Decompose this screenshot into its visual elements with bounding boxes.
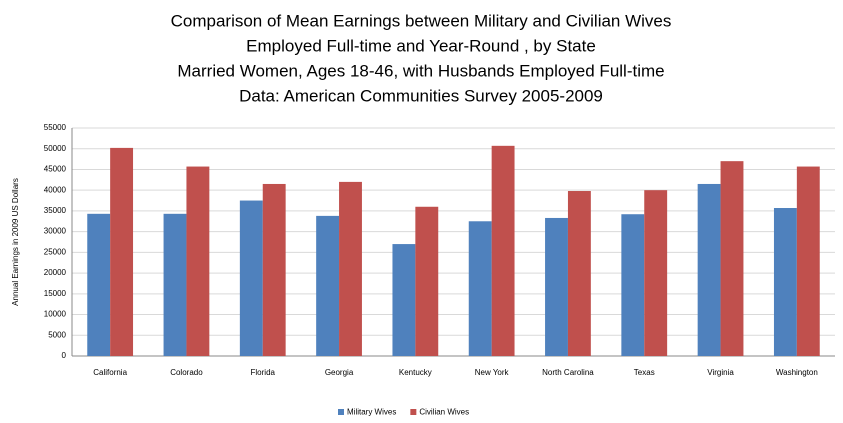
bar (720, 161, 744, 356)
bar (545, 217, 568, 356)
y-tick-label: 20000 (44, 268, 67, 277)
y-tick-label: 45000 (44, 165, 67, 174)
y-tick-label: 35000 (44, 206, 67, 215)
chart-title: Comparison of Mean Earnings between Mili… (171, 11, 672, 30)
bar (87, 213, 111, 356)
x-tick-label: Georgia (324, 368, 354, 377)
bar (697, 183, 721, 356)
y-tick-label: 25000 (44, 247, 67, 256)
legend-swatch (410, 409, 417, 415)
x-tick-label: Virginia (707, 368, 734, 377)
x-tick-label: Colorado (170, 368, 203, 377)
bar (491, 145, 515, 356)
bar (163, 213, 187, 356)
y-tick-label: 0 (62, 351, 67, 360)
x-tick-label: Texas (633, 368, 655, 377)
y-tick-label: 55000 (44, 123, 67, 132)
bar (773, 208, 797, 356)
legend-label: Civilian Wives (419, 408, 469, 417)
x-tick-label: North Carolina (542, 368, 594, 377)
x-tick-label: Washington (775, 368, 818, 377)
bar (262, 183, 286, 356)
legend-label: Military Wives (347, 408, 396, 417)
chart-title: Data: American Communities Survey 2005-2… (239, 86, 603, 105)
bar (621, 214, 645, 356)
y-tick-label: 5000 (48, 330, 66, 339)
y-tick-label: 40000 (44, 185, 67, 194)
bar (239, 200, 263, 356)
y-axis-label: Annual Earnings in 2009 US Dollars (11, 178, 20, 306)
bar (796, 166, 820, 356)
bar (339, 181, 362, 356)
bar (110, 147, 134, 356)
x-tick-label: Florida (250, 368, 275, 377)
bar (392, 244, 416, 356)
bar (316, 215, 340, 356)
y-tick-label: 30000 (44, 227, 67, 236)
y-tick-label: 50000 (44, 144, 67, 153)
x-tick-label: Kentucky (398, 368, 432, 377)
bar (415, 206, 439, 356)
x-tick-label: California (93, 368, 128, 377)
bar (468, 221, 492, 356)
y-tick-label: 10000 (44, 310, 67, 319)
chart-title: Married Women, Ages 18-46, with Husbands… (177, 61, 664, 80)
x-tick-label: New York (474, 368, 509, 377)
bar (644, 190, 668, 356)
bar (186, 166, 210, 356)
y-tick-label: 15000 (44, 289, 67, 298)
chart-title: Employed Full-time and Year-Round , by S… (246, 36, 596, 55)
bar (567, 191, 591, 356)
legend-swatch (338, 409, 344, 415)
